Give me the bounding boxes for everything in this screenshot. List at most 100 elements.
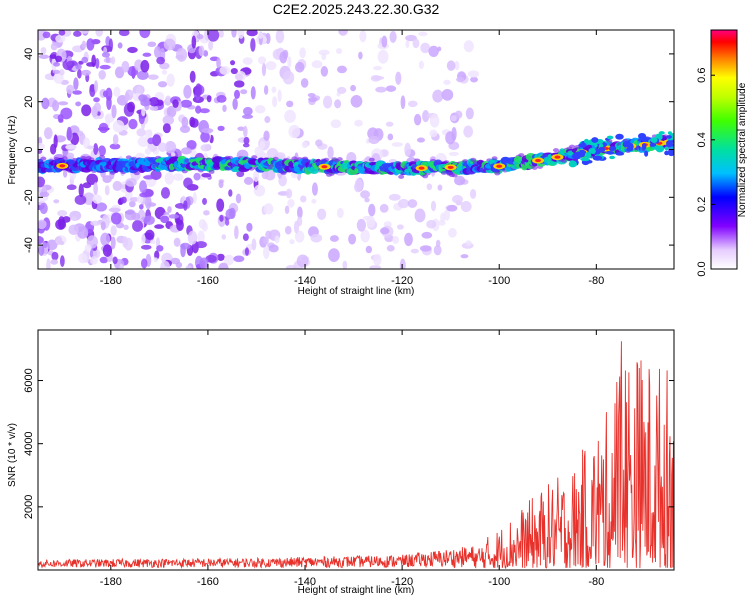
noise-blob: [465, 107, 474, 120]
noise-blob: [77, 130, 84, 137]
noise-blob: [400, 95, 406, 110]
noise-blob: [285, 188, 293, 199]
noise-blob: [97, 145, 106, 157]
noise-blob: [181, 116, 189, 128]
noise-blob: [348, 233, 357, 245]
noise-blob: [86, 145, 95, 150]
noise-blob: [150, 239, 156, 245]
noise-blob: [253, 184, 266, 197]
noise-blob: [317, 208, 327, 220]
noise-blob: [162, 115, 175, 126]
noise-blob: [200, 144, 211, 152]
noise-blob: [373, 66, 382, 71]
signal-halo: [99, 155, 106, 160]
noise-blob: [396, 224, 404, 230]
x-tick-label: -140: [294, 275, 316, 287]
noise-blob: [418, 60, 424, 70]
noise-blob: [271, 86, 277, 93]
noise-blob: [440, 212, 446, 223]
noise-blob: [62, 216, 71, 223]
noise-blob: [42, 31, 51, 39]
hot-spot-core: [447, 165, 454, 170]
noise-blob: [237, 30, 245, 39]
noise-blob: [373, 253, 382, 266]
noise-blob: [320, 66, 329, 77]
noise-blob: [78, 253, 88, 264]
noise-blob: [392, 235, 399, 244]
noise-blob: [165, 95, 171, 102]
noise-blob: [379, 203, 389, 213]
noise-blob: [360, 190, 370, 199]
noise-blob: [139, 192, 152, 198]
noise-blob: [342, 260, 348, 269]
noise-blob: [105, 56, 110, 63]
noise-blob: [454, 60, 460, 71]
noise-blob: [254, 105, 266, 114]
signal-blob-spread: [606, 135, 614, 140]
signal-blob-spread: [658, 131, 665, 135]
signal-halo: [336, 157, 343, 162]
noise-blob: [110, 212, 122, 225]
noise-blob: [259, 140, 266, 150]
noise-blob: [413, 113, 422, 126]
noise-blob: [99, 64, 111, 70]
noise-blob: [410, 248, 419, 254]
noise-blob: [368, 203, 376, 217]
noise-blob: [86, 38, 95, 51]
noise-blob: [112, 180, 123, 191]
noise-blob: [189, 116, 196, 128]
noise-blob: [38, 54, 50, 59]
noise-blob: [153, 46, 162, 58]
noise-blob: [189, 70, 196, 83]
noise-blob: [156, 56, 166, 65]
noise-blob: [454, 175, 466, 186]
noise-blob: [108, 38, 113, 52]
noise-blob: [128, 118, 138, 130]
noise-blob: [102, 175, 112, 183]
noise-blob: [422, 110, 430, 123]
noise-blob: [191, 35, 197, 49]
noise-blob: [222, 104, 227, 113]
signal-blob-spread: [585, 151, 592, 159]
noise-blob: [460, 254, 469, 259]
signal-blob-spread: [577, 151, 586, 158]
noise-blob: [381, 35, 388, 48]
noise-blob: [299, 47, 306, 59]
noise-blob: [236, 170, 245, 178]
noise-blob: [328, 248, 340, 262]
noise-blob: [218, 30, 224, 38]
colorbar-ticks: 0.0 0.2 0.4 0.6: [696, 68, 715, 277]
noise-blob: [234, 73, 244, 81]
signal-halo: [569, 144, 576, 149]
noise-blob: [228, 207, 236, 219]
noise-blob: [263, 130, 270, 141]
noise-blob: [288, 124, 301, 139]
noise-blob: [46, 258, 51, 269]
noise-blob: [429, 114, 440, 128]
noise-blob: [117, 42, 123, 49]
noise-blob: [240, 89, 248, 95]
noise-blob: [95, 58, 100, 69]
signal-blob: [40, 167, 48, 173]
y-tick-label: 4000: [23, 431, 35, 455]
noise-blob: [113, 86, 121, 97]
hot-spot-core: [321, 165, 328, 169]
spectrogram-x-ticks: -180 -160 -140 -120 -100 -80: [100, 30, 604, 287]
noise-blob: [59, 255, 65, 268]
noise-blob: [93, 143, 99, 156]
noise-blob: [50, 143, 57, 155]
noise-blob: [72, 90, 82, 95]
noise-blob: [173, 237, 181, 247]
noise-blob: [285, 264, 297, 269]
noise-blob: [141, 107, 146, 117]
noise-blob: [167, 206, 172, 214]
noise-blob: [469, 188, 477, 199]
noise-blob: [216, 198, 225, 212]
signal-halo: [440, 170, 447, 175]
noise-blob: [127, 101, 136, 113]
noise-blob: [91, 105, 98, 118]
noise-blob: [387, 133, 394, 141]
noise-blob: [181, 147, 192, 155]
noise-blob: [110, 56, 116, 65]
signal-blob-spread: [591, 137, 599, 143]
